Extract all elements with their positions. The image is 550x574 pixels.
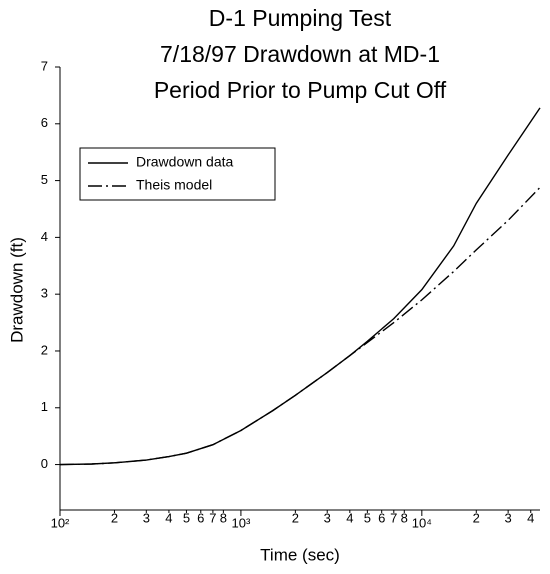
x-tick-label: 3 [324,510,331,525]
x-tick-label: 8 [220,510,227,525]
x-tick-label: 8 [401,510,408,525]
x-tick-label: 4 [165,510,172,525]
legend-label: Theis model [136,177,212,193]
x-tick-label: 5 [364,510,371,525]
legend-box [79,147,276,201]
y-tick-label: 7 [41,58,48,73]
x-tick-label: 2 [473,510,480,525]
y-tick-label: 3 [41,286,48,301]
x-tick-label: 7 [390,510,397,525]
x-tick-label: 4 [527,510,534,525]
x-tick-label: 2 [292,510,299,525]
x-tick-label: 10² [51,515,70,530]
x-tick-label: 10³ [232,515,251,530]
data-line [59,186,541,466]
y-tick-label: 2 [41,342,48,357]
chart-title: Period Prior to Pump Cut Off [154,77,447,103]
x-tick-label: 10⁴ [412,515,432,530]
x-tick-label: 6 [378,510,385,525]
y-tick-label: 4 [41,229,48,244]
y-tick-label: 6 [41,115,48,130]
y-axis-label: Drawdown (ft) [7,237,26,343]
chart-title: D-1 Pumping Test [209,5,392,31]
x-tick-label: 7 [209,510,216,525]
x-tick-label: 4 [346,510,353,525]
y-tick-label: 5 [41,172,48,187]
x-tick-label: 6 [197,510,204,525]
x-axis-label: Time (sec) [260,545,340,564]
y-tick-label: 0 [41,456,48,471]
x-tick-label: 5 [183,510,190,525]
x-tick-label: 3 [505,510,512,525]
x-tick-label: 3 [143,510,150,525]
y-tick-label: 1 [41,399,48,414]
x-tick-label: 2 [111,510,118,525]
legend-label: Drawdown data [136,154,233,170]
chart-title: 7/18/97 Drawdown at MD-1 [160,41,440,67]
